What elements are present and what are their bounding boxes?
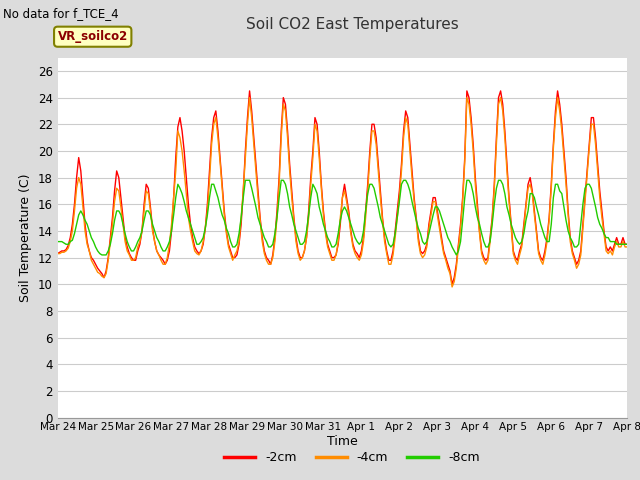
Text: No data for f_TCE_4: No data for f_TCE_4 xyxy=(3,7,119,20)
Legend: -2cm, -4cm, -8cm: -2cm, -4cm, -8cm xyxy=(219,446,485,469)
Y-axis label: Soil Temperature (C): Soil Temperature (C) xyxy=(19,173,32,302)
Text: VR_soilco2: VR_soilco2 xyxy=(58,30,128,43)
X-axis label: Time: Time xyxy=(327,435,358,448)
Text: Soil CO2 East Temperatures: Soil CO2 East Temperatures xyxy=(246,17,458,32)
